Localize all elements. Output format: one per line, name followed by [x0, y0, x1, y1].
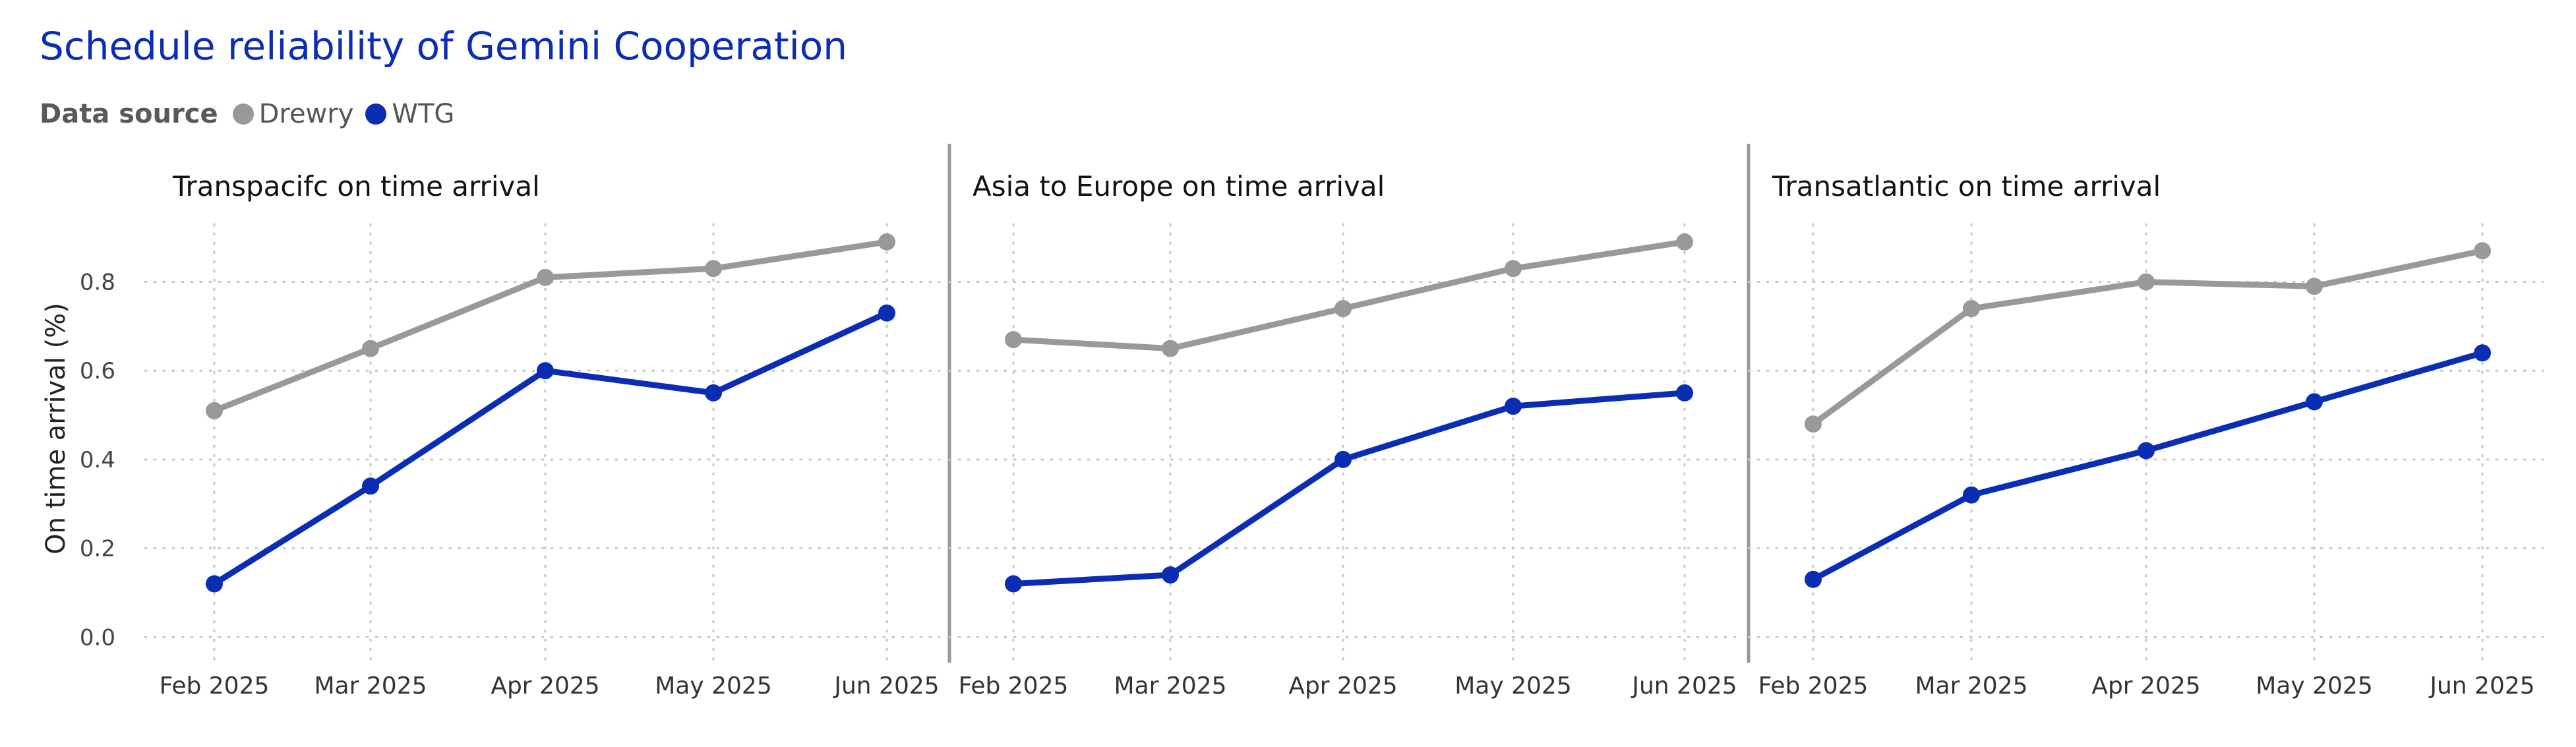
data-point-wtg: [1005, 575, 1022, 593]
data-point-drewry: [1963, 300, 1980, 317]
y-tick-label: 0.4: [80, 447, 115, 473]
y-tick-label: 0.0: [80, 624, 115, 651]
data-point-drewry: [537, 268, 554, 286]
data-point-drewry: [2474, 242, 2491, 260]
x-tick-label: Jun 2025: [1631, 672, 1737, 700]
y-axis-label: On time arrival (%): [41, 303, 71, 554]
data-point-drewry: [1805, 415, 1822, 433]
legend-item-wtg[interactable]: WTG: [365, 99, 454, 129]
data-point-drewry: [1334, 300, 1352, 317]
panel-title: Transatlantic on time arrival: [1772, 170, 2161, 202]
x-tick-label: Apr 2025: [491, 672, 599, 700]
x-tick-label: Jun 2025: [833, 672, 939, 700]
panel-title: Transpacifc on time arrival: [172, 170, 540, 202]
series-line-wtg: [1010, 390, 1688, 587]
x-tick-label: May 2025: [1454, 672, 1572, 700]
x-tick-label: May 2025: [655, 672, 772, 700]
data-point-drewry: [362, 340, 379, 357]
panel-title: Asia to Europe on time arrival: [973, 170, 1385, 202]
x-tick-label: Mar 2025: [315, 672, 427, 700]
x-tick-label: Mar 2025: [1114, 672, 1227, 700]
data-point-drewry: [2138, 273, 2155, 291]
legend-marker-drewry: [232, 104, 254, 125]
series-line-drewry: [1010, 239, 1688, 352]
data-point-wtg: [537, 362, 554, 380]
legend: Data source Drewry WTG: [40, 98, 466, 131]
y-tick-label: 0.8: [80, 270, 115, 296]
data-point-drewry: [878, 233, 895, 251]
data-point-wtg: [1505, 398, 1522, 415]
x-tick-label: Feb 2025: [160, 672, 270, 700]
legend-label-drewry: Drewry: [258, 99, 354, 129]
x-tick-label: Mar 2025: [1915, 672, 2028, 700]
y-tick-label: 0.2: [80, 536, 115, 562]
data-point-wtg: [1805, 570, 1822, 588]
data-point-drewry: [206, 402, 223, 419]
legend-title: Data source: [40, 99, 218, 129]
data-point-wtg: [1676, 384, 1693, 402]
data-point-wtg: [206, 575, 223, 593]
x-tick-label: Apr 2025: [2091, 672, 2200, 700]
x-tick-label: Feb 2025: [959, 672, 1069, 700]
legend-item-drewry[interactable]: Drewry: [232, 99, 354, 129]
y-tick-label: 0.6: [80, 358, 115, 384]
legend-label-wtg: WTG: [392, 99, 455, 129]
data-point-wtg: [705, 384, 722, 402]
data-point-drewry: [1162, 340, 1179, 357]
data-point-wtg: [2138, 442, 2155, 460]
legend-marker-wtg: [365, 104, 387, 125]
x-tick-label: Apr 2025: [1288, 672, 1397, 700]
data-point-wtg: [1334, 450, 1352, 468]
x-tick-label: Feb 2025: [1758, 672, 1869, 700]
chart-title: Schedule reliability of Gemini Cooperati…: [40, 24, 847, 69]
series-line-wtg: [211, 310, 890, 587]
data-point-drewry: [1505, 260, 1522, 278]
data-point-drewry: [705, 260, 722, 278]
x-tick-label: May 2025: [2256, 672, 2373, 700]
data-point-wtg: [2306, 393, 2323, 411]
data-point-drewry: [1676, 233, 1693, 251]
data-point-wtg: [1963, 486, 1980, 504]
x-tick-label: Jun 2025: [2428, 672, 2534, 700]
data-point-drewry: [1005, 331, 1022, 349]
data-point-drewry: [2306, 278, 2323, 295]
data-point-wtg: [2474, 344, 2491, 362]
series-line-drewry: [211, 239, 890, 414]
data-point-wtg: [1162, 566, 1179, 583]
data-point-wtg: [362, 477, 379, 495]
data-point-wtg: [878, 304, 895, 322]
series-line-wtg: [1810, 349, 2486, 583]
